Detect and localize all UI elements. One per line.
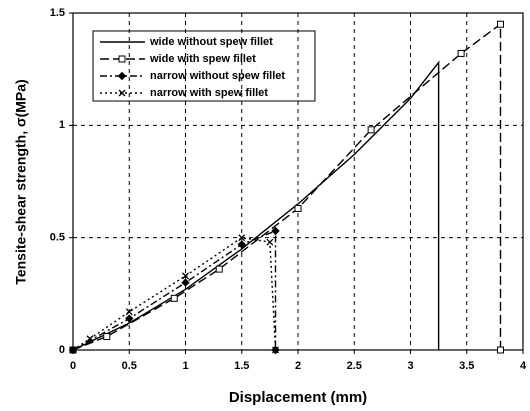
x-tick-label: 2 xyxy=(295,360,301,372)
marker xyxy=(272,346,279,354)
marker xyxy=(215,265,223,273)
x-tick-label: 3 xyxy=(407,360,413,372)
x-tick-label: 2.5 xyxy=(347,360,362,372)
legend-label: narrow with spew fillet xyxy=(150,87,268,99)
marker xyxy=(170,294,178,302)
marker xyxy=(118,55,126,63)
series-line xyxy=(72,229,277,351)
marker xyxy=(266,238,274,246)
marker xyxy=(497,20,504,28)
series-line xyxy=(72,60,440,351)
x-axis-label: Displacement (mm) xyxy=(229,389,367,406)
marker xyxy=(367,126,375,134)
x-tick-label: 4 xyxy=(520,360,527,372)
plot-frame xyxy=(72,12,524,351)
y-tick-label: 0.5 xyxy=(50,232,65,244)
y-tick-label: 1.5 xyxy=(50,7,65,19)
marker xyxy=(118,89,126,97)
marker xyxy=(103,333,111,341)
y-tick-label: 1 xyxy=(59,119,65,131)
x-tick-label: 0 xyxy=(70,360,76,372)
legend-label: wide without spew fillet xyxy=(149,36,273,48)
marker xyxy=(125,314,134,323)
legend-label: wide with spew fillet xyxy=(149,53,256,65)
marker xyxy=(69,346,77,354)
marker xyxy=(294,204,302,212)
x-tick-label: 1 xyxy=(182,360,188,372)
marker xyxy=(181,278,190,287)
marker xyxy=(238,234,246,242)
y-tick-label: 0 xyxy=(59,344,65,356)
y-axis-label: Tensite-shear strength, σ(MPa) xyxy=(13,79,29,284)
x-tick-label: 1.5 xyxy=(234,360,249,372)
marker xyxy=(457,49,465,57)
x-tick-label: 3.5 xyxy=(459,360,474,372)
marker xyxy=(117,71,127,81)
marker xyxy=(271,226,280,236)
marker xyxy=(86,335,94,343)
marker xyxy=(237,240,246,249)
marker xyxy=(497,346,504,354)
marker xyxy=(125,308,133,316)
legend-label: narrow without spew fillet xyxy=(150,70,285,82)
marker xyxy=(182,272,189,280)
series-line xyxy=(72,22,502,351)
x-tick-label: 0.5 xyxy=(122,360,137,372)
legend-box xyxy=(92,30,316,102)
